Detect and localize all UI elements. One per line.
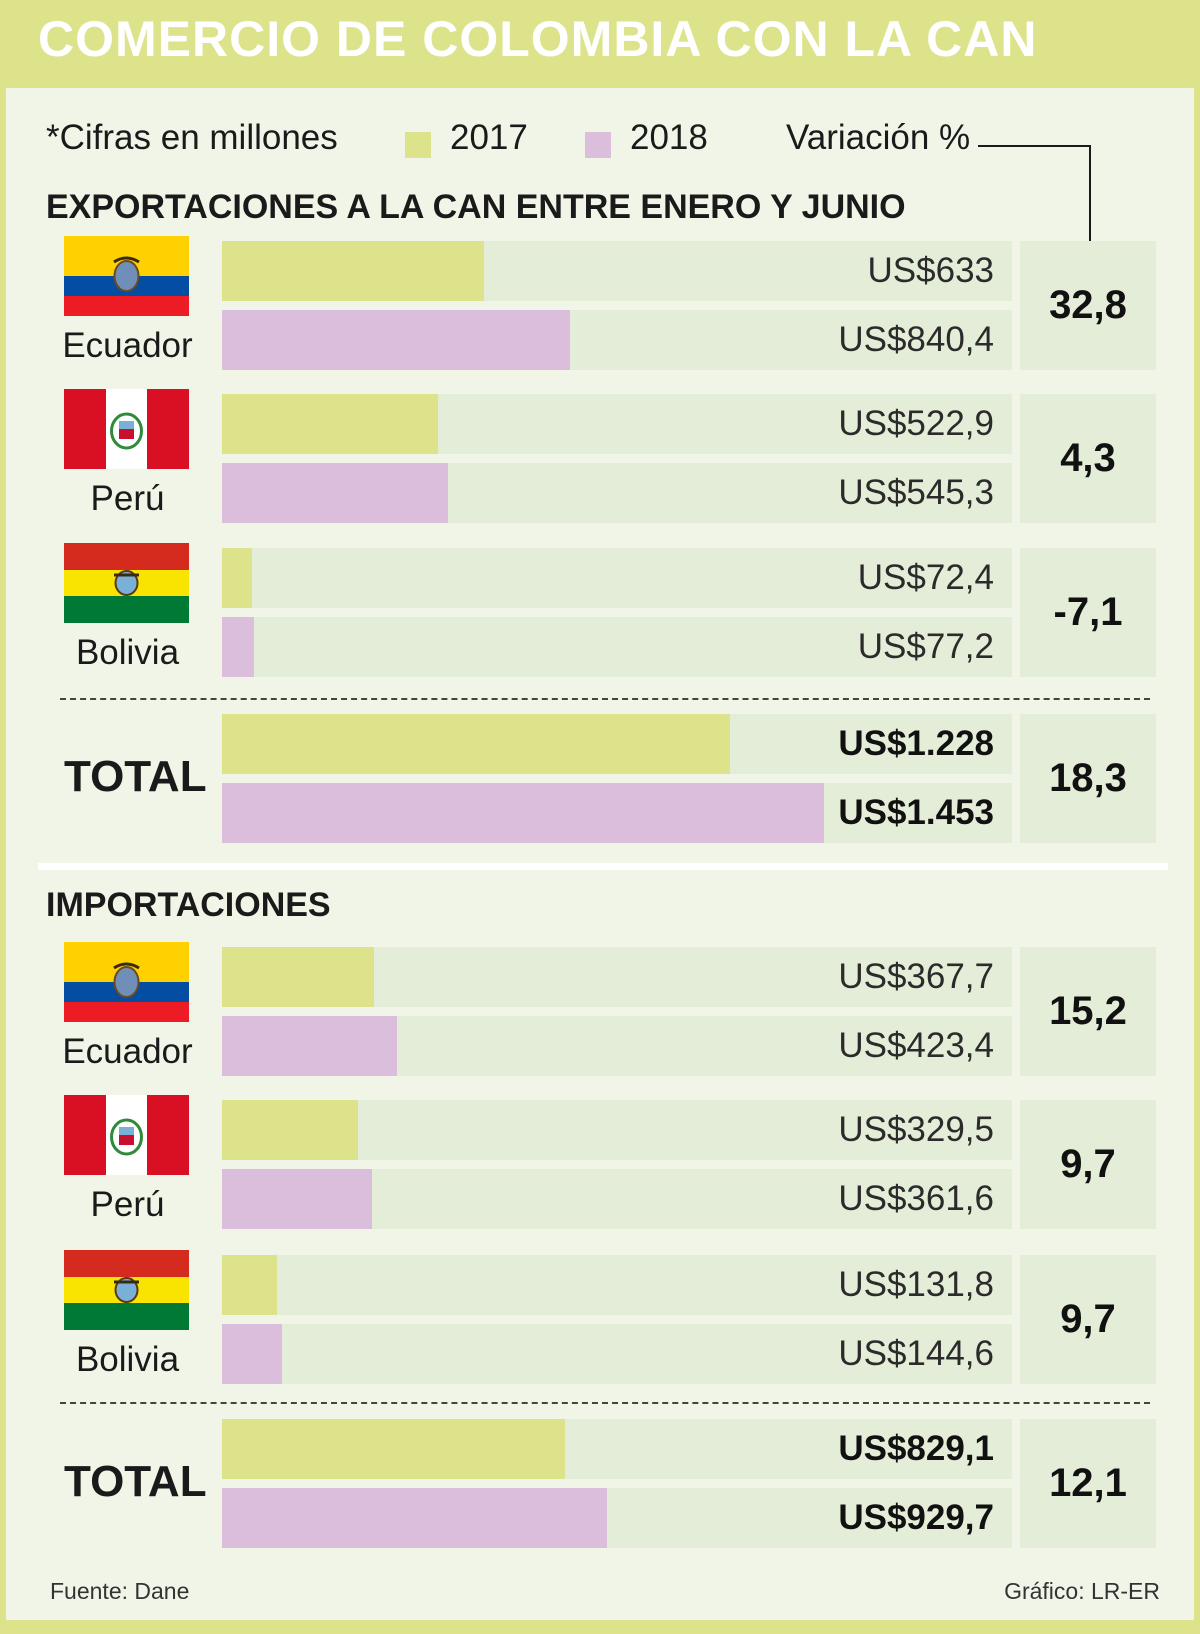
imports-total-label: TOTAL: [64, 1457, 207, 1506]
exports-bolivia-bar-2017: [222, 548, 252, 608]
title-bar: COMERCIO DE COLOMBIA CON LA CAN: [0, 0, 1200, 88]
exports-peru-bar-2017: [222, 394, 439, 454]
flag-ecuador: [64, 942, 189, 1022]
exports-peru-variation: 4,3: [1020, 394, 1156, 523]
section-divider: [38, 863, 1168, 870]
exports-total-separator: [60, 698, 1150, 700]
exports-peru-bar-2018: [222, 463, 448, 523]
exports-bolivia-label: Bolivia: [75, 633, 180, 672]
exports-ecuador-bar-2018: [222, 310, 570, 370]
imports-bolivia-track-2017: [222, 1255, 1012, 1315]
imports-bolivia-track-2018: [222, 1324, 1012, 1384]
exports-peru-label: Perú: [90, 479, 165, 518]
imports-total-bar-2018: [222, 1488, 607, 1548]
imports-bolivia-variation: 9,7: [1020, 1255, 1156, 1384]
exports-title: EXPORTACIONES A LA CAN ENTRE ENERO Y JUN…: [46, 188, 906, 226]
imports-title: IMPORTACIONES: [46, 886, 331, 924]
exports-bolivia-value-2018: US$77,2: [857, 627, 994, 666]
imports-peru-bar-2018: [222, 1169, 372, 1229]
flag-peru: [64, 1095, 189, 1175]
chart-title: COMERCIO DE COLOMBIA CON LA CAN: [38, 11, 1038, 67]
imports-bolivia-value-2017: US$131,8: [838, 1265, 994, 1304]
legend: *Cifras en millones 2017 2018 Variación …: [0, 118, 1200, 168]
imports-ecuador-bar-2018: [222, 1016, 398, 1076]
imports-peru-bar-2017: [222, 1100, 359, 1160]
imports-ecuador-value-2018: US$423,4: [838, 1026, 994, 1065]
legend-label-2018: 2018: [630, 118, 708, 157]
imports-total-value-2017: US$829,1: [838, 1429, 994, 1468]
exports-ecuador-variation: 32,8: [1020, 241, 1156, 370]
flag-bolivia: [64, 543, 189, 623]
imports-bolivia-bar-2017: [222, 1255, 277, 1315]
frame-bottom: [0, 1620, 1200, 1634]
imports-bolivia-label: Bolivia: [75, 1340, 180, 1379]
exports-ecuador-value-2017: US$633: [867, 251, 994, 290]
imports-ecuador-label: Ecuador: [62, 1032, 193, 1071]
exports-ecuador-label: Ecuador: [62, 326, 193, 365]
legend-variation-label: Variación %: [786, 118, 971, 157]
exports-total-variation: 18,3: [1020, 714, 1156, 843]
imports-ecuador-value-2017: US$367,7: [838, 957, 994, 996]
imports-total-value-2018: US$929,7: [838, 1498, 994, 1537]
imports-ecuador-variation: 15,2: [1020, 947, 1156, 1076]
imports-peru-label: Perú: [90, 1185, 165, 1224]
exports-peru-value-2017: US$522,9: [838, 404, 994, 443]
exports-peru-value-2018: US$545,3: [838, 473, 994, 512]
legend-swatch-2017: [405, 132, 431, 158]
imports-peru-value-2018: US$361,6: [838, 1179, 994, 1218]
credit-note: Gráfico: LR-ER: [1004, 1578, 1160, 1604]
exports-bolivia-variation: -7,1: [1020, 548, 1156, 677]
flag-bolivia: [64, 1250, 189, 1330]
flag-ecuador: [64, 236, 189, 316]
frame-left: [0, 88, 6, 1634]
imports-peru-value-2017: US$329,5: [838, 1110, 994, 1149]
exports-bolivia-track-2018: [222, 617, 1012, 677]
exports-bolivia-value-2017: US$72,4: [857, 558, 994, 597]
exports-total-bar-2017: [222, 714, 731, 774]
legend-label-2017: 2017: [450, 118, 528, 157]
exports-ecuador-value-2018: US$840,4: [838, 320, 994, 359]
imports-total-bar-2017: [222, 1419, 566, 1479]
imports-ecuador-bar-2017: [222, 947, 375, 1007]
exports-total-value-2018: US$1.453: [838, 793, 994, 832]
exports-bolivia-bar-2018: [222, 617, 254, 677]
imports-bolivia-value-2018: US$144,6: [838, 1334, 994, 1373]
exports-total-label: TOTAL: [64, 752, 207, 801]
frame-right: [1194, 88, 1200, 1634]
source-note: Fuente: Dane: [50, 1578, 190, 1604]
exports-bolivia-track-2017: [222, 548, 1012, 608]
legend-note: *Cifras en millones: [46, 118, 338, 157]
legend-swatch-2018: [585, 132, 611, 158]
imports-total-variation: 12,1: [1020, 1419, 1156, 1548]
imports-total-separator: [60, 1402, 1150, 1404]
exports-ecuador-bar-2017: [222, 241, 485, 301]
exports-total-value-2017: US$1.228: [838, 724, 994, 763]
flag-peru: [64, 389, 189, 469]
imports-bolivia-bar-2018: [222, 1324, 282, 1384]
imports-peru-variation: 9,7: [1020, 1100, 1156, 1229]
exports-total-bar-2018: [222, 783, 824, 843]
